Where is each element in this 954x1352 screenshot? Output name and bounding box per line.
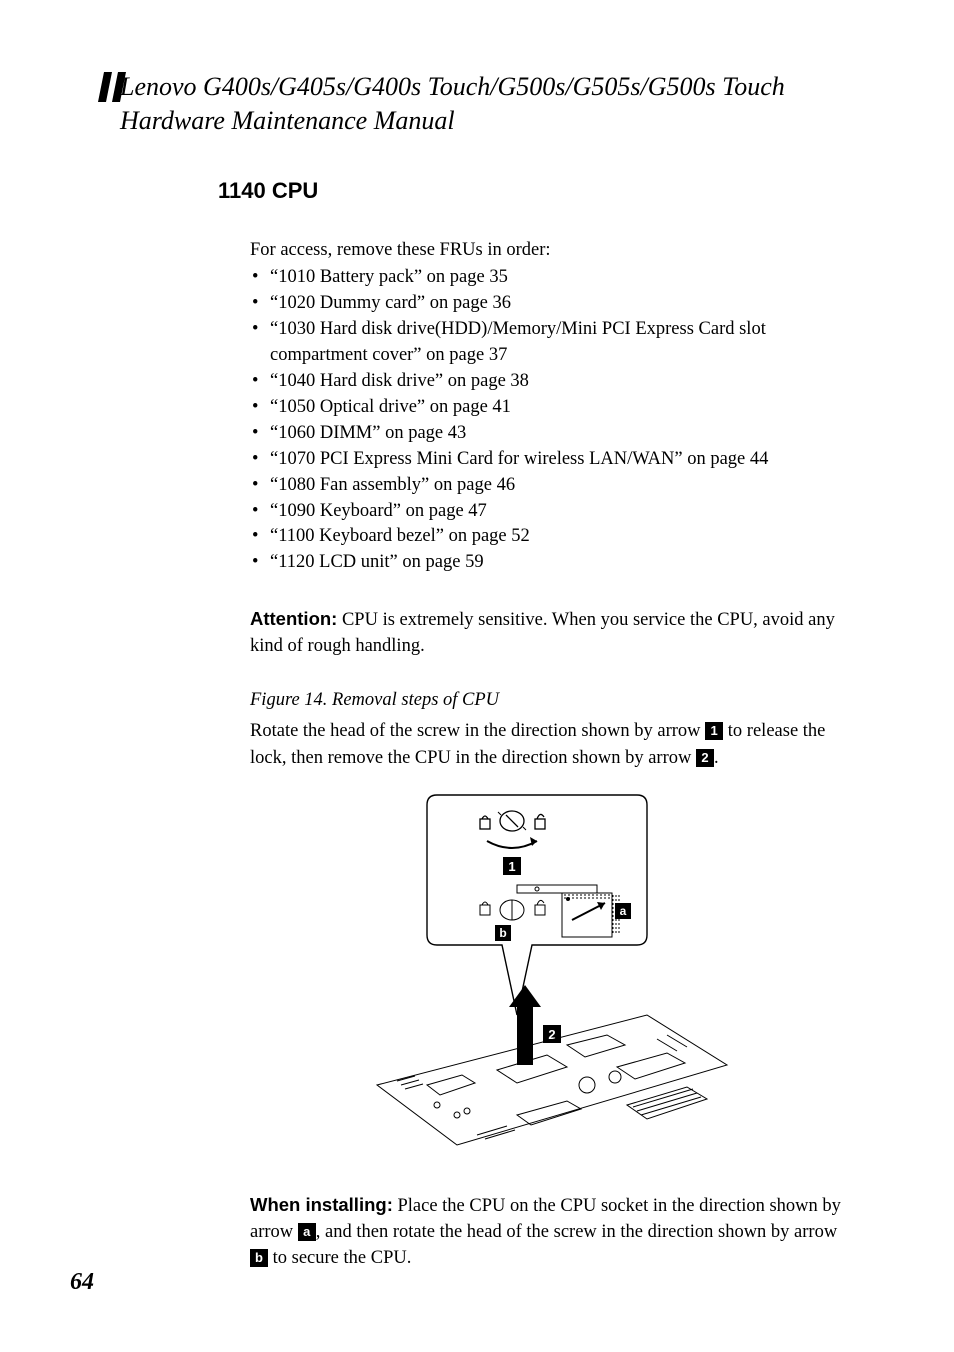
install-note: When installing: Place the CPU on the CP… bbox=[250, 1192, 854, 1272]
logo-slashes-icon bbox=[98, 72, 132, 102]
diagram-label-1: 1 bbox=[508, 859, 515, 874]
install-text-part: to secure the CPU. bbox=[268, 1248, 411, 1268]
list-item: “1070 PCI Express Mini Card for wireless… bbox=[250, 447, 854, 473]
intro-text: For access, remove these FRUs in order: bbox=[250, 238, 854, 264]
figure-diagram: 1 bbox=[250, 785, 854, 1174]
page: Lenovo G400s/G405s/G400s Touch/G500s/G50… bbox=[0, 0, 954, 1352]
attention-block: Attention: CPU is extremely sensitive. W… bbox=[250, 606, 854, 660]
figure-text-part: Rotate the head of the screw in the dire… bbox=[250, 721, 705, 741]
header-line-1: Lenovo G400s/G405s/G400s Touch/G500s/G50… bbox=[120, 70, 854, 104]
list-item: “1090 Keyboard” on page 47 bbox=[250, 499, 854, 525]
figure-text: Rotate the head of the screw in the dire… bbox=[250, 718, 854, 772]
list-item: “1050 Optical drive” on page 41 bbox=[250, 395, 854, 421]
install-label: When installing: bbox=[250, 1194, 393, 1215]
diagram-label-a: a bbox=[620, 904, 627, 918]
list-item: “1100 Keyboard bezel” on page 52 bbox=[250, 524, 854, 550]
attention-text: CPU is extremely sensitive. When you ser… bbox=[250, 610, 835, 656]
callout-box-2: 2 bbox=[696, 749, 714, 767]
list-item: “1060 DIMM” on page 43 bbox=[250, 421, 854, 447]
document-header: Lenovo G400s/G405s/G400s Touch/G500s/G50… bbox=[120, 70, 854, 138]
header-line-2: Hardware Maintenance Manual bbox=[120, 104, 854, 138]
cpu-removal-diagram-icon: 1 bbox=[367, 785, 737, 1165]
section-heading: 1140 CPU bbox=[218, 178, 854, 204]
list-item: “1040 Hard disk drive” on page 38 bbox=[250, 369, 854, 395]
attention-label: Attention: bbox=[250, 608, 337, 629]
diagram-label-b: b bbox=[499, 926, 506, 940]
fru-list: “1010 Battery pack” on page 35 “1020 Dum… bbox=[250, 265, 854, 576]
callout-box-a: a bbox=[298, 1223, 316, 1241]
figure-text-part: . bbox=[714, 748, 719, 768]
callout-box-b: b bbox=[250, 1249, 268, 1267]
list-item: “1020 Dummy card” on page 36 bbox=[250, 291, 854, 317]
body-content: For access, remove these FRUs in order: … bbox=[250, 238, 854, 1272]
page-number: 64 bbox=[70, 1269, 94, 1296]
install-text-part: , and then rotate the head of the screw … bbox=[316, 1222, 837, 1242]
list-item: “1120 LCD unit” on page 59 bbox=[250, 550, 854, 576]
figure-title: Figure 14. Removal steps of CPU bbox=[250, 688, 854, 714]
list-item: “1010 Battery pack” on page 35 bbox=[250, 265, 854, 291]
callout-box-1: 1 bbox=[705, 722, 723, 740]
list-item: “1080 Fan assembly” on page 46 bbox=[250, 473, 854, 499]
list-item: “1030 Hard disk drive(HDD)/Memory/Mini P… bbox=[250, 317, 854, 369]
